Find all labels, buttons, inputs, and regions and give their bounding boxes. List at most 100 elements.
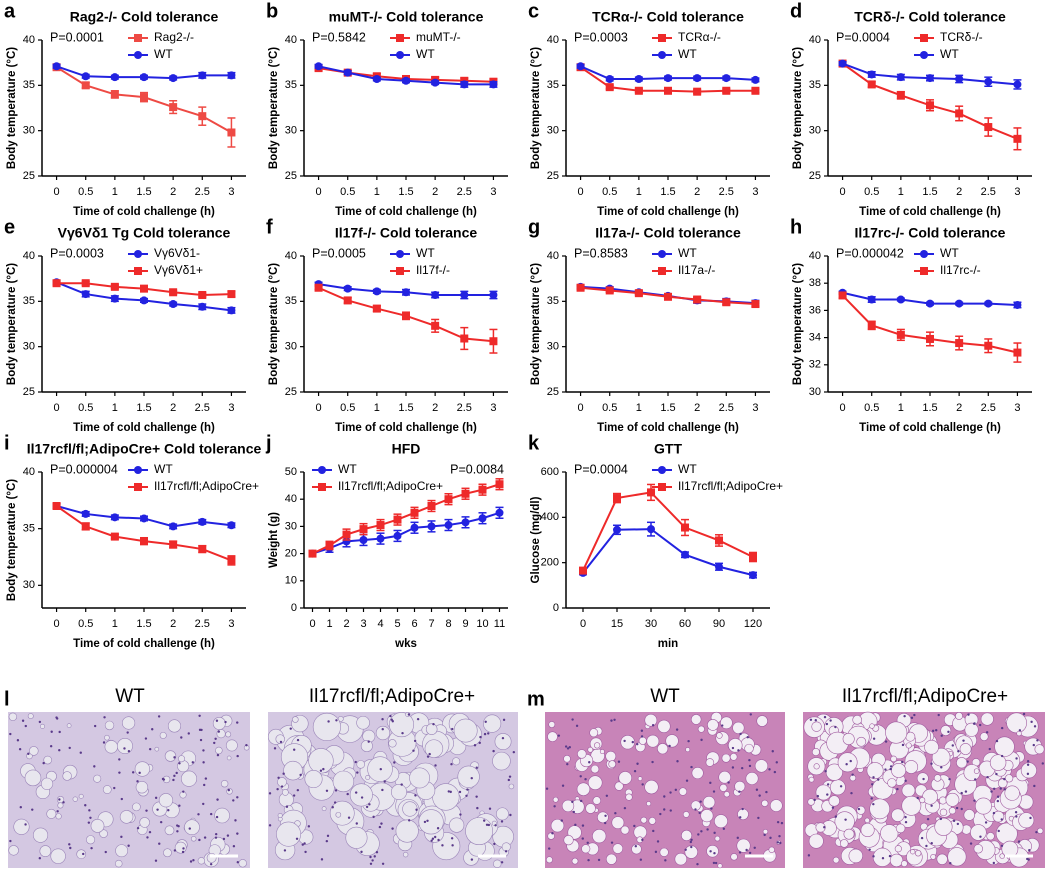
tissue-nucleus: [996, 795, 1000, 798]
tissue-nucleus: [154, 796, 158, 800]
tissue-nucleus: [571, 718, 574, 721]
tissue-vacuole: [834, 811, 855, 832]
tissue-nucleus: [780, 821, 784, 825]
tissue-nucleus: [829, 719, 832, 722]
tissue-vacuole: [901, 795, 922, 816]
tissue-nucleus: [412, 749, 415, 752]
tissue-nucleus: [776, 820, 780, 824]
data-point: [110, 513, 119, 522]
annotation: P=0.0004: [836, 30, 890, 44]
tissue-nucleus: [365, 805, 369, 809]
tissue-nucleus: [813, 798, 816, 802]
y-axis-label: Body temperature (°C): [792, 47, 804, 169]
tissue-vacuole: [690, 714, 702, 725]
x-tick-label: 0: [840, 402, 846, 414]
data-point: [647, 525, 655, 534]
data-point: [110, 73, 119, 82]
tissue-nucleus: [816, 794, 820, 798]
tissue-nucleus: [884, 740, 888, 743]
tissue-vacuole: [275, 734, 285, 744]
tissue-nucleus: [746, 736, 749, 739]
x-tick-label: 0.5: [340, 402, 355, 414]
x-tick-label: 0: [580, 618, 586, 630]
tissue-nucleus: [175, 771, 178, 775]
tissue-vacuole: [910, 849, 916, 855]
tissue-nucleus: [118, 771, 121, 774]
data-point: [81, 290, 90, 299]
x-tick-label: 1: [636, 402, 642, 414]
tissue-vacuole: [492, 751, 511, 771]
tissue-nucleus: [689, 840, 693, 844]
tissue-vacuole: [986, 832, 995, 841]
tissue-nucleus: [741, 807, 744, 811]
tissue-nucleus: [488, 807, 492, 810]
tissue-nucleus: [824, 770, 827, 773]
tissue-nucleus: [851, 773, 854, 776]
tissue-vacuole: [620, 734, 635, 750]
data-point: [920, 34, 928, 42]
tissue-nucleus: [182, 847, 185, 850]
y-tick-label: 25: [23, 386, 35, 398]
data-point: [343, 68, 352, 77]
tissue-nucleus: [381, 788, 384, 792]
tissue-nucleus: [191, 761, 195, 764]
x-tick-label: 0: [54, 186, 60, 198]
tissue-nucleus: [226, 834, 230, 837]
annotation: P=0.0003: [574, 30, 628, 44]
tissue-nucleus: [197, 813, 200, 816]
data-point: [110, 90, 119, 99]
tissue-nucleus: [749, 713, 752, 716]
tissue-nucleus: [603, 821, 607, 825]
data-point: [478, 485, 487, 494]
tissue-vacuole: [78, 793, 84, 799]
tissue-nucleus: [755, 788, 759, 791]
image-label: WT: [115, 686, 145, 707]
tissue-nucleus: [731, 766, 735, 769]
annotation: P=0.0003: [50, 246, 104, 260]
data-point: [955, 339, 964, 348]
data-point: [376, 521, 385, 530]
tissue-nucleus: [487, 732, 490, 735]
tissue-nucleus: [910, 716, 914, 720]
tissue-nucleus: [831, 806, 835, 809]
tissue-nucleus: [738, 851, 742, 854]
data-point: [343, 284, 352, 293]
x-axis-label: Time of cold challenge (h): [335, 206, 477, 218]
tissue-vacuole: [13, 818, 30, 835]
tissue-nucleus: [972, 722, 976, 725]
tissue-vacuole: [815, 784, 832, 801]
data-point: [376, 534, 385, 543]
tissue-nucleus: [925, 844, 928, 848]
tissue-nucleus: [651, 760, 654, 764]
tissue-nucleus: [277, 776, 280, 779]
tissue-nucleus: [268, 792, 272, 795]
tissue-nucleus: [356, 771, 359, 774]
tissue-nucleus: [834, 725, 837, 729]
y-tick-label: 10: [285, 575, 297, 587]
x-tick-label: 3: [752, 186, 758, 198]
tissue-vacuole: [121, 716, 136, 730]
data-point: [715, 562, 723, 571]
data-point: [431, 290, 440, 299]
tissue-vacuole: [495, 807, 509, 821]
tissue-nucleus: [636, 742, 639, 746]
tissue-vacuole: [409, 767, 430, 789]
tissue-nucleus: [9, 839, 12, 843]
tissue-nucleus: [809, 718, 813, 722]
data-point: [314, 62, 323, 71]
data-point: [134, 267, 142, 275]
data-point: [751, 300, 760, 309]
x-tick-label: 2: [170, 186, 176, 198]
tissue-nucleus: [470, 858, 474, 861]
tissue-nucleus: [1000, 754, 1004, 758]
tissue-nucleus: [986, 775, 989, 779]
tissue-vacuole: [813, 763, 820, 770]
tissue-nucleus: [383, 780, 386, 783]
tissue-vacuole: [190, 836, 197, 842]
y-tick-label: 40: [547, 250, 559, 262]
x-tick-label: 1.5: [922, 186, 937, 198]
tissue-nucleus: [148, 830, 152, 834]
y-tick-label: 40: [547, 34, 559, 46]
y-tick-label: 30: [285, 125, 297, 137]
tissue-vacuole: [581, 844, 591, 854]
